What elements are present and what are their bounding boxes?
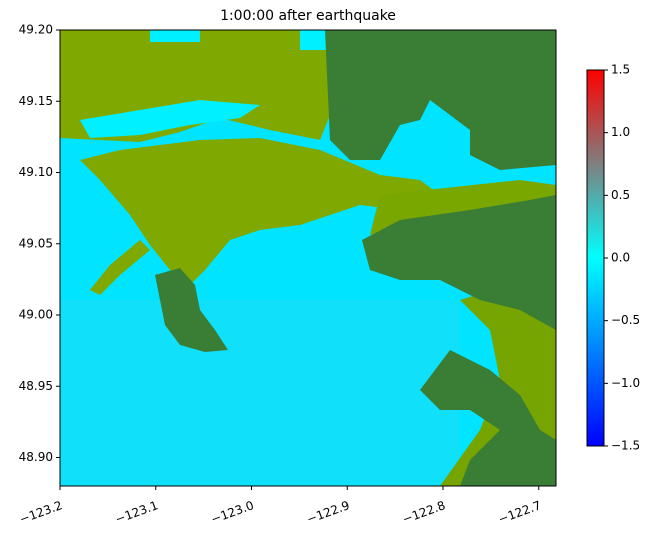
colorbar-tick-label: −0.5: [611, 313, 640, 327]
x-tick-label: −122.9: [305, 498, 352, 526]
y-tick-label: 48.95: [19, 379, 53, 393]
y-tick-label: 48.90: [19, 450, 53, 464]
colorbar-tick-label: 0.5: [611, 188, 630, 202]
x-tick-label: −123.1: [113, 498, 160, 526]
x-tick-label: −122.7: [496, 498, 543, 526]
x-tick-label: −123.2: [18, 498, 65, 526]
y-tick-label: 49.10: [19, 165, 53, 179]
map-image: [60, 30, 556, 486]
axes-frame: [59, 29, 557, 487]
x-tick-label: −122.8: [401, 498, 448, 526]
colorbar-tick-label: 0.0: [611, 251, 630, 265]
chart-title: 1:00:00 after earthquake: [220, 8, 396, 24]
y-tick-label: 49.00: [19, 308, 53, 322]
y-tick-label: 49.15: [19, 94, 53, 108]
y-tick-label: 49.20: [19, 23, 53, 37]
colorbar-tick-label: 1.5: [611, 63, 630, 77]
colorbar: [586, 69, 605, 447]
y-tick-label: 49.05: [19, 236, 53, 250]
colorbar-tick-label: −1.5: [611, 439, 640, 453]
colorbar-tick-label: −1.0: [611, 376, 640, 390]
colorbar-tick-label: 1.0: [611, 125, 630, 139]
x-tick-label: −123.0: [209, 498, 256, 526]
